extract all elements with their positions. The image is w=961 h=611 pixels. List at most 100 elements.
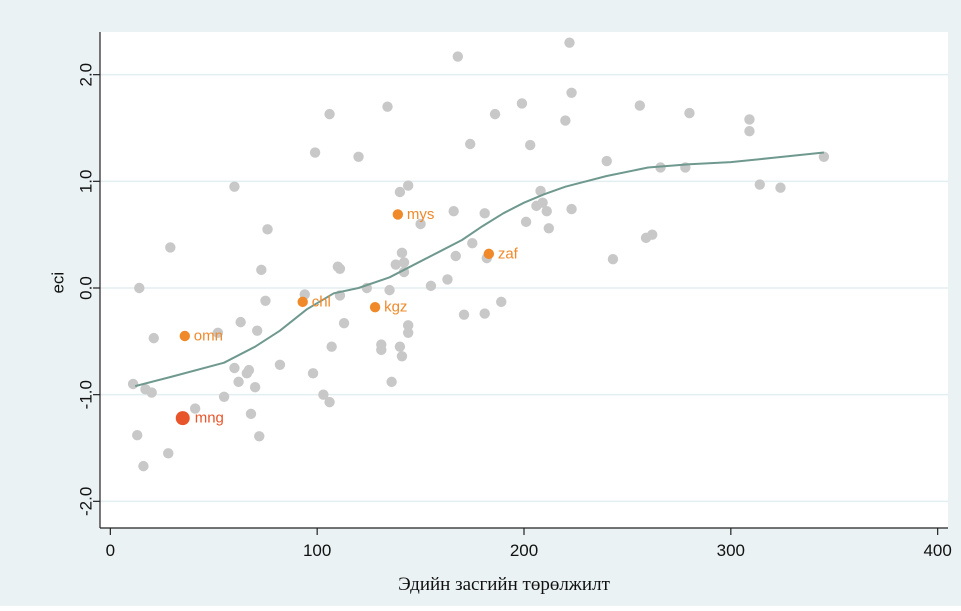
scatter-point-77 bbox=[564, 37, 575, 48]
scatter-point-7 bbox=[163, 448, 174, 459]
scatter-point-90 bbox=[754, 179, 765, 190]
scatter-point-54 bbox=[415, 218, 426, 230]
scatter-point-81 bbox=[607, 254, 619, 265]
point-labels: mys zaf chl kgz omn mng bbox=[175, 206, 519, 427]
point-label-mys: mys bbox=[407, 206, 435, 223]
scatter-point-24 bbox=[262, 224, 273, 235]
scatter-point-75 bbox=[543, 223, 555, 234]
x-tick-label-0: 0 bbox=[106, 541, 115, 560]
scatter-point-44 bbox=[390, 259, 401, 270]
scatter-point-74 bbox=[541, 206, 552, 217]
scatter-point-63 bbox=[479, 208, 490, 219]
scatter-point-31 bbox=[324, 396, 335, 408]
plot-area-background bbox=[100, 32, 948, 528]
scatter-point-2 bbox=[134, 282, 145, 294]
scatter-point-14 bbox=[233, 376, 244, 388]
scatter-point-59 bbox=[452, 51, 464, 62]
scatter-point-51 bbox=[402, 180, 414, 191]
highlight-point-chl bbox=[297, 296, 308, 308]
scatter-point-36 bbox=[338, 318, 350, 329]
y-tick-label-0: -2.0 bbox=[77, 487, 96, 516]
scatter-point-48 bbox=[396, 351, 408, 362]
scatter-point-89 bbox=[744, 126, 755, 137]
scatter-point-61 bbox=[465, 138, 476, 150]
scatter-point-43 bbox=[386, 376, 397, 388]
scatter-point-34 bbox=[334, 263, 346, 274]
scatter-point-18 bbox=[245, 408, 257, 420]
scatter-point-67 bbox=[496, 296, 507, 308]
scatter-point-30 bbox=[324, 108, 335, 120]
point-label-kgz: kgz bbox=[384, 299, 407, 316]
scatter-point-40 bbox=[376, 344, 387, 356]
x-axis-title: Эдийн засгийн төрөлжилт bbox=[398, 574, 610, 595]
scatter-point-60 bbox=[458, 309, 470, 320]
gridlines bbox=[100, 73, 948, 503]
scatter-point-84 bbox=[647, 229, 658, 240]
scatter-point-3 bbox=[138, 460, 149, 472]
highlight-point-omn bbox=[179, 330, 190, 342]
scatter-point-42 bbox=[384, 284, 395, 296]
scatter-point-5 bbox=[146, 387, 157, 398]
scatter-point-11 bbox=[218, 391, 230, 402]
y-tick-label-4: 2.0 bbox=[77, 63, 96, 87]
scatter-point-68 bbox=[516, 98, 528, 109]
point-label-omn: omn bbox=[194, 328, 223, 345]
scatter-point-37 bbox=[353, 151, 364, 162]
scatter-points bbox=[127, 37, 830, 472]
scatter-point-0 bbox=[127, 378, 139, 390]
scatter-point-79 bbox=[566, 203, 577, 215]
scatter-point-19 bbox=[249, 382, 261, 393]
scatter-point-82 bbox=[634, 100, 646, 111]
scatter-point-21 bbox=[254, 431, 265, 442]
scatter-point-52 bbox=[402, 320, 414, 331]
scatter-point-47 bbox=[396, 247, 408, 258]
scatter-point-46 bbox=[394, 186, 406, 198]
scatter-point-13 bbox=[229, 181, 240, 192]
highlight-point-mng bbox=[175, 411, 190, 426]
scatter-point-88 bbox=[744, 114, 755, 125]
x-tick-label-3: 300 bbox=[717, 541, 745, 560]
fit-line bbox=[134, 151, 825, 388]
scatter-point-62 bbox=[467, 238, 478, 249]
scatter-point-53 bbox=[402, 327, 414, 338]
x-tick-label-2: 200 bbox=[510, 541, 538, 560]
highlight-point-zaf bbox=[483, 248, 495, 260]
scatter-point-76 bbox=[560, 115, 571, 126]
fit-line-layer bbox=[134, 151, 825, 388]
scatter-point-41 bbox=[382, 101, 393, 112]
y-tick-label-1: -1.0 bbox=[77, 380, 96, 409]
scatter-point-69 bbox=[520, 216, 532, 228]
scatter-point-80 bbox=[601, 155, 612, 167]
scatter-point-49 bbox=[398, 257, 410, 268]
scatter-point-29 bbox=[318, 389, 329, 400]
scatter-point-58 bbox=[450, 250, 461, 262]
y-tick-label-3: 1.0 bbox=[77, 170, 96, 194]
scatter-point-15 bbox=[235, 316, 246, 328]
x-tick-label-1: 100 bbox=[303, 541, 331, 560]
scatter-point-25 bbox=[274, 359, 286, 370]
scatter-point-22 bbox=[256, 264, 267, 276]
scatter-point-92 bbox=[818, 151, 830, 162]
scatter-point-91 bbox=[775, 182, 786, 193]
scatter-point-70 bbox=[525, 139, 536, 151]
scatter-point-28 bbox=[309, 147, 321, 158]
point-label-chl: chl bbox=[312, 293, 331, 310]
scatter-point-66 bbox=[489, 108, 501, 120]
scatter-point-87 bbox=[684, 107, 695, 119]
scatter-point-56 bbox=[442, 274, 453, 285]
point-label-zaf: zaf bbox=[498, 245, 519, 262]
scatter-point-27 bbox=[307, 368, 319, 379]
axes: 0 100 200 300 400 -2.0 -1.0 0.0 1.0 2.0 bbox=[77, 32, 952, 560]
scatter-point-12 bbox=[229, 362, 240, 374]
scatter-point-78 bbox=[566, 87, 577, 99]
scatter-point-23 bbox=[260, 295, 271, 306]
point-label-mng: mng bbox=[195, 410, 224, 427]
scatter-point-6 bbox=[148, 332, 159, 344]
scatter-point-64 bbox=[479, 308, 490, 319]
scatter-point-72 bbox=[535, 185, 546, 197]
scatter-point-32 bbox=[326, 341, 337, 352]
scatter-point-20 bbox=[251, 325, 263, 336]
y-tick-label-2: 0.0 bbox=[77, 276, 96, 300]
